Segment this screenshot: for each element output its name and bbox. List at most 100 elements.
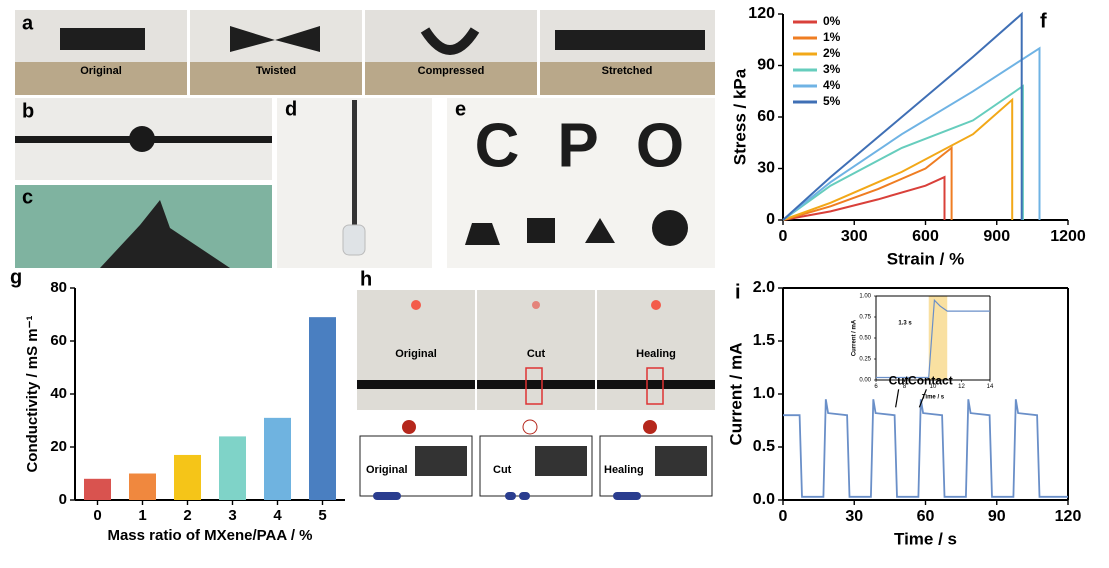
panel-label: a — [22, 12, 34, 34]
x-tick-label: 0 — [779, 508, 788, 525]
x-tick-label: 30 — [845, 508, 863, 525]
x-tick-label: 60 — [917, 508, 935, 525]
led — [411, 300, 421, 310]
y-tick-label: 120 — [748, 5, 775, 22]
legend-label: 0% — [823, 14, 841, 28]
bar — [264, 417, 291, 500]
panel-label: f — [1040, 10, 1047, 32]
x-axis-label: Time / s — [894, 529, 957, 548]
series-line — [782, 11, 1023, 221]
y-axis-label: Current / mA — [852, 319, 858, 356]
photo-row-a: Original Twisted Compressed Stretched — [15, 10, 715, 95]
annotation: Contact — [908, 373, 953, 387]
photo-label: Stretched — [602, 65, 653, 77]
sample — [555, 30, 705, 50]
y-axis-label: Current / mA — [726, 343, 745, 446]
legend-label: 1% — [823, 30, 841, 44]
shape — [465, 223, 500, 245]
annotation-arrow — [918, 389, 927, 408]
annotation: Cut — [889, 373, 909, 387]
shape-letter: C — [475, 111, 520, 180]
y-tick-label: 40 — [50, 385, 67, 402]
series-line — [782, 175, 946, 221]
led-symbol — [402, 420, 416, 434]
bar — [309, 317, 336, 500]
bar — [84, 478, 111, 500]
x-tick-label: 0 — [93, 507, 101, 524]
legend-label: 3% — [823, 62, 841, 76]
ruler — [365, 62, 537, 95]
photo-label: Cut — [527, 348, 546, 360]
x-axis-label: Strain / % — [887, 249, 964, 268]
x-tick-label: 3 — [228, 507, 236, 524]
schematic-label: Healing — [604, 464, 644, 476]
sample — [420, 27, 480, 55]
legend-label: 2% — [823, 46, 841, 60]
annotation: 1.3 s — [898, 321, 912, 327]
photo-inset — [415, 446, 467, 476]
weight — [342, 224, 366, 256]
sample-symbol — [373, 492, 401, 500]
x-axis-label: Time / s — [922, 395, 945, 401]
sample — [352, 100, 357, 225]
shape — [652, 210, 688, 246]
y-tick-label: 0.25 — [859, 357, 871, 363]
y-tick-label: 0 — [766, 211, 775, 228]
y-tick-label: 80 — [50, 279, 67, 296]
y-tick-label: 90 — [757, 57, 775, 74]
bar — [129, 473, 156, 500]
y-tick-label: 60 — [50, 332, 67, 349]
x-tick-label: 5 — [318, 507, 326, 524]
x-axis-label: Mass ratio of MXene/PAA / % — [107, 527, 312, 544]
y-tick-label: 1.00 — [859, 294, 871, 300]
x-tick-label: 0 — [779, 228, 788, 245]
circuit — [599, 435, 713, 497]
panel-label: c — [22, 186, 33, 208]
schematic-label: Cut — [493, 464, 512, 476]
panel-h: Original Cut Healing Original Cut Healin… — [357, 290, 715, 500]
ruler — [540, 62, 715, 95]
series-line — [782, 97, 1014, 221]
sample-symbol — [519, 492, 530, 500]
sample — [129, 126, 155, 152]
bar — [219, 436, 246, 500]
y-tick-label: 0 — [59, 491, 67, 508]
x-tick-label: 900 — [983, 228, 1010, 245]
y-tick-label: 0.00 — [859, 378, 871, 384]
led — [651, 300, 661, 310]
y-tick-label: 2.0 — [753, 279, 775, 296]
photo-inset — [655, 446, 707, 476]
sample — [597, 380, 715, 389]
circuit — [479, 435, 593, 497]
legend-label: 4% — [823, 78, 841, 92]
bar — [174, 454, 201, 500]
sample — [60, 28, 145, 50]
shape-letter: O — [636, 111, 684, 180]
y-tick-label: 60 — [757, 108, 775, 125]
sample-symbol — [505, 492, 516, 500]
panel-label: g — [10, 266, 22, 288]
annotation-arrow — [895, 389, 900, 408]
series-line — [782, 145, 953, 221]
series-line — [783, 399, 1068, 498]
photo-label: Compressed — [418, 65, 485, 77]
highlight-box — [525, 367, 543, 405]
y-tick-label: 1.5 — [753, 332, 775, 349]
x-tick-label: 4 — [273, 507, 282, 524]
photo-label: Original — [395, 348, 437, 360]
y-tick-label: 0.5 — [753, 438, 775, 455]
photo-label: Twisted — [256, 65, 296, 77]
x-tick-label: 600 — [912, 228, 939, 245]
panel-label: e — [455, 98, 466, 120]
highlight-box — [646, 367, 664, 405]
series-line — [782, 46, 1041, 221]
circuit — [359, 435, 473, 497]
y-tick-label: 0.0 — [753, 491, 775, 508]
photo-label: Healing — [636, 348, 676, 360]
sample — [230, 26, 320, 52]
led — [532, 301, 540, 309]
x-tick-label: 2 — [183, 507, 191, 524]
ruler — [190, 62, 362, 95]
y-tick-label: 20 — [50, 438, 67, 455]
y-tick-label: 1.0 — [753, 385, 775, 402]
